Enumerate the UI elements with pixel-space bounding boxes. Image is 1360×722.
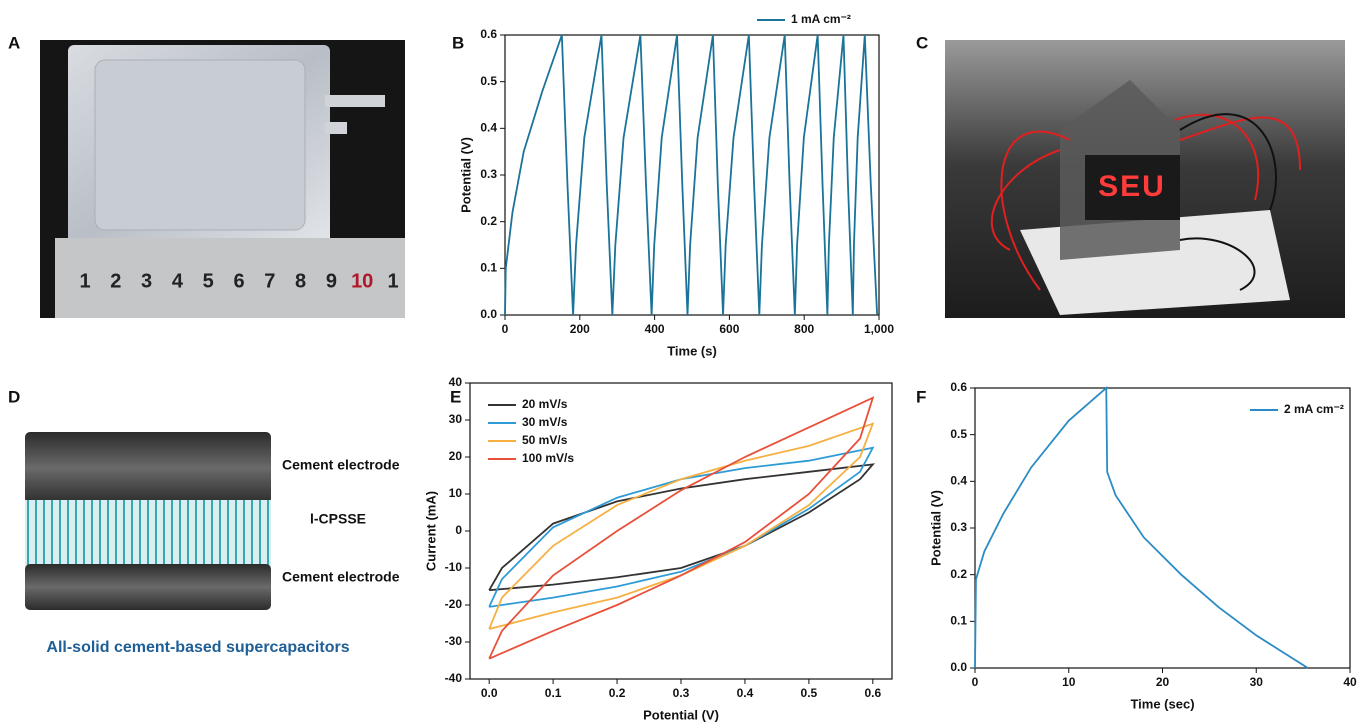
electrolyte [25, 500, 271, 568]
y-tick-label: -30 [445, 634, 463, 648]
y-tick-label: 0.5 [480, 74, 497, 88]
data-line [488, 463, 876, 592]
y-tick-label: 0.3 [480, 167, 497, 181]
x-axis-title: Time (sec) [1130, 696, 1194, 711]
x-axis-title: Time (s) [667, 343, 717, 358]
pouch-inner [94, 59, 306, 231]
ruler-digit: 2 [110, 270, 121, 292]
photo-pouch-cell: 1 2 3 4 5 6 7 8 9 10 1 [40, 40, 405, 318]
x-tick-label: 0 [502, 322, 509, 336]
ruler-digit: 4 [172, 270, 184, 292]
panel-label: E [450, 387, 461, 406]
x-tick-label: 0.2 [609, 686, 626, 700]
ruler-digit: 6 [233, 270, 244, 292]
led-panel [1085, 155, 1180, 220]
x-tick-label: 10 [1062, 675, 1076, 689]
y-axis-title: Current (mA) [423, 491, 438, 571]
y-tick-label: -20 [445, 597, 463, 611]
legend-label: 2 mA cm⁻² [1284, 402, 1344, 416]
y-tick-label: -40 [445, 671, 463, 685]
y-tick-label: 30 [449, 412, 463, 426]
y-tick-label: -10 [445, 560, 463, 574]
legend-label: 1 mA cm⁻² [791, 12, 851, 26]
ruler-digit: 3 [141, 270, 152, 292]
y-tick-label: 0.1 [950, 614, 967, 628]
ruler-digit: 1 [79, 270, 90, 292]
legend-label: 30 mV/s [522, 415, 568, 429]
ruler-digit: 10 [351, 270, 373, 292]
y-tick-label: 0.3 [950, 520, 967, 534]
panel-label: B [452, 33, 464, 52]
ruler-digit: 9 [326, 270, 337, 292]
x-tick-label: 20 [1156, 675, 1170, 689]
y-tick-label: 10 [449, 486, 463, 500]
wires [1179, 113, 1277, 291]
plot-frame [974, 387, 1351, 669]
tab [325, 95, 385, 107]
y-tick-label: 0.0 [950, 660, 967, 674]
y-axis-title: Potential (V) [458, 137, 473, 213]
x-tick-label: 400 [645, 322, 665, 336]
y-axis-title: Potential (V) [928, 490, 943, 566]
ruler-digit: 8 [295, 270, 306, 292]
ruler-digits: 1 2 3 4 5 6 7 8 9 10 1 [79, 270, 398, 292]
y-tick-label: 20 [449, 449, 463, 463]
y-tick-label: 0.2 [480, 214, 497, 228]
data-line [488, 422, 875, 630]
tab [325, 122, 347, 134]
x-tick-label: 0 [972, 675, 979, 689]
layer-label: Cement electrode [282, 457, 400, 473]
electrode-bottom [25, 564, 271, 610]
y-tick-label: 0.4 [950, 474, 967, 488]
data-line [974, 386, 1309, 669]
y-tick-label: 40 [449, 375, 463, 389]
ruler-digit: 7 [264, 270, 275, 292]
layer-label: l-CPSSE [310, 511, 366, 527]
y-tick-label: 0.6 [950, 380, 967, 394]
diagram-caption: All-solid cement-based supercapacitors [46, 639, 349, 656]
panel-label: A [8, 33, 20, 52]
data-line [504, 34, 879, 316]
panel-label: D [8, 387, 20, 406]
ruler-digit: 1 [387, 270, 398, 292]
ruler-digit: 5 [203, 270, 214, 292]
panel-label: C [916, 33, 928, 52]
x-tick-label: 0.5 [801, 686, 818, 700]
photo-demo: SEU [945, 40, 1345, 318]
electrode-top [25, 432, 271, 504]
x-tick-label: 0.4 [737, 686, 754, 700]
data-line [488, 396, 875, 660]
ruler [55, 238, 405, 318]
y-tick-label: 0.6 [480, 27, 497, 41]
panel-label: F [916, 387, 926, 406]
y-tick-label: 0.1 [480, 261, 497, 275]
layer-label: Cement electrode [282, 569, 400, 585]
y-tick-label: 0.2 [950, 567, 967, 581]
legend-label: 20 mV/s [522, 397, 568, 411]
legend-label: 50 mV/s [522, 433, 568, 447]
x-tick-label: 30 [1250, 675, 1264, 689]
x-tick-label: 0.0 [481, 686, 498, 700]
x-tick-label: 1,000 [864, 322, 894, 336]
device-diagram: Cement electrode l-CPSSE Cement electrod… [25, 432, 400, 656]
data-line [488, 446, 875, 608]
y-tick-label: 0.4 [480, 121, 497, 135]
x-axis-title: Potential (V) [643, 707, 719, 722]
x-tick-label: 800 [794, 322, 814, 336]
x-tick-label: 200 [570, 322, 590, 336]
wires [990, 113, 1301, 291]
y-tick-label: 0.5 [950, 427, 967, 441]
y-tick-label: 0.0 [480, 307, 497, 321]
x-tick-label: 40 [1343, 675, 1357, 689]
x-tick-label: 0.6 [864, 686, 881, 700]
x-tick-label: 600 [719, 322, 739, 336]
y-tick-label: 0 [455, 523, 462, 537]
x-tick-label: 0.3 [673, 686, 690, 700]
legend-label: 100 mV/s [522, 451, 574, 465]
led-text: SEU [1098, 170, 1166, 203]
x-tick-label: 0.1 [545, 686, 562, 700]
